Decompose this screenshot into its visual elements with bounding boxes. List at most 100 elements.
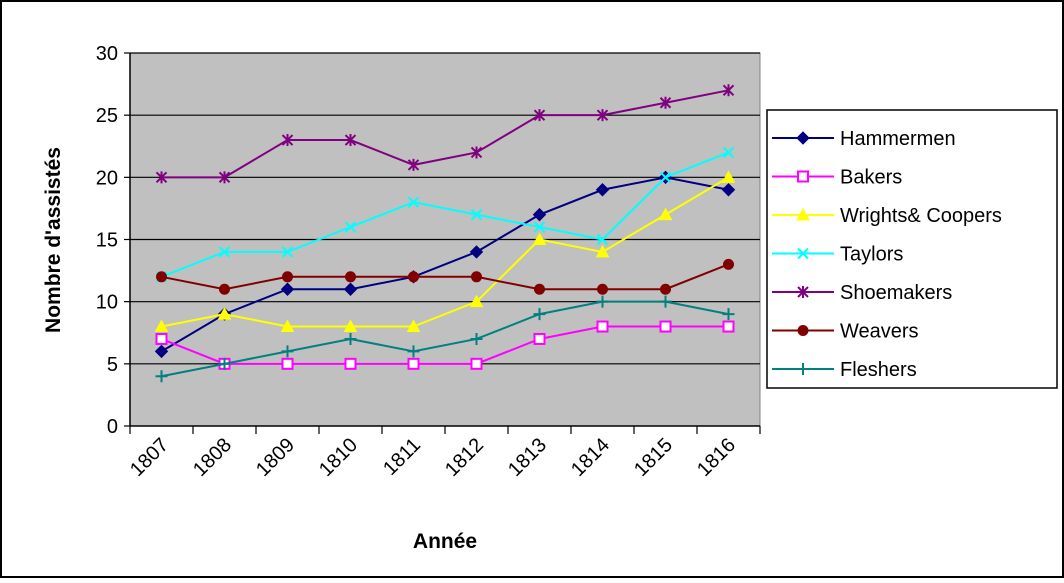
legend-item: Weavers bbox=[772, 321, 919, 343]
legend: Hammermen Bakers Wrights& Coopers Taylors Sh… bbox=[772, 128, 1002, 381]
marker-triangle bbox=[721, 170, 736, 183]
series-line bbox=[161, 89, 729, 179]
marker-diamond bbox=[796, 131, 810, 145]
series-layer bbox=[154, 84, 736, 383]
marker-plus bbox=[797, 363, 809, 375]
legend-item: Fleshers bbox=[772, 359, 917, 381]
series-line bbox=[160, 176, 729, 353]
legend-label: Weavers bbox=[840, 321, 919, 343]
marker-x bbox=[470, 208, 483, 221]
legend-label: Bakers bbox=[840, 167, 902, 189]
marker-plus bbox=[155, 370, 168, 383]
series-line bbox=[161, 325, 729, 365]
y-tick-label: 0 bbox=[107, 416, 118, 438]
marker-asterisk bbox=[218, 171, 231, 184]
marker-triangle bbox=[343, 319, 358, 333]
legend-label: Fleshers bbox=[840, 359, 917, 381]
x-axis-label: Année bbox=[413, 530, 477, 553]
series-fleshers bbox=[155, 295, 735, 383]
marker-triangle bbox=[532, 232, 547, 245]
marker-x bbox=[659, 171, 672, 184]
marker-triangle bbox=[280, 319, 295, 333]
marker-x bbox=[533, 221, 546, 233]
legend-item: Bakers bbox=[772, 167, 902, 189]
marker-square bbox=[407, 357, 420, 370]
marker-x bbox=[596, 233, 609, 246]
marker-plus bbox=[218, 357, 231, 370]
legend-box bbox=[766, 109, 1058, 389]
marker-asterisk bbox=[596, 109, 609, 122]
marker-asterisk bbox=[344, 134, 357, 147]
marker-asterisk bbox=[659, 96, 672, 109]
marker-x bbox=[218, 246, 231, 258]
marker-square bbox=[722, 320, 735, 333]
series-wrights-coopers bbox=[154, 170, 736, 333]
marker-square bbox=[596, 320, 609, 333]
marker-square bbox=[155, 332, 168, 345]
marker-asterisk bbox=[281, 134, 294, 147]
y-tick-label: 30 bbox=[96, 43, 118, 65]
marker-circle bbox=[723, 258, 734, 270]
marker-square bbox=[281, 357, 294, 370]
marker-circle bbox=[282, 271, 293, 283]
marker-plus bbox=[344, 332, 357, 345]
marker-circle bbox=[408, 271, 419, 283]
legend-item: Hammermen bbox=[772, 128, 956, 150]
marker-x bbox=[722, 146, 735, 159]
marker-diamond bbox=[532, 207, 547, 222]
marker-triangle bbox=[469, 294, 484, 308]
y-tick-label: 10 bbox=[96, 292, 118, 314]
series-shoemakers bbox=[155, 84, 735, 184]
marker-triangle bbox=[658, 207, 673, 221]
marker-square bbox=[797, 170, 809, 183]
legend-label: Hammermen bbox=[840, 128, 956, 150]
y-axis-label: Nombre d'assistés bbox=[42, 147, 65, 333]
marker-diamond bbox=[343, 282, 358, 296]
marker-plus bbox=[659, 295, 672, 308]
marker-plus bbox=[722, 308, 735, 321]
legend-item: Shoemakers bbox=[772, 282, 952, 304]
marker-asterisk bbox=[533, 109, 546, 122]
legend-label: Wrights& Coopers bbox=[840, 205, 1002, 227]
marker-diamond bbox=[154, 344, 169, 359]
marker-plus bbox=[470, 332, 483, 345]
marker-circle bbox=[597, 283, 608, 295]
series-line bbox=[161, 151, 729, 278]
y-tick-label: 5 bbox=[107, 354, 118, 376]
legend-label: Shoemakers bbox=[840, 282, 952, 304]
marker-diamond bbox=[469, 245, 484, 259]
marker-triangle bbox=[154, 319, 169, 333]
marker-circle bbox=[345, 271, 356, 283]
marker-x bbox=[281, 246, 294, 258]
marker-triangle bbox=[595, 244, 610, 258]
marker-square bbox=[470, 357, 483, 370]
marker-plus bbox=[533, 308, 546, 321]
marker-asterisk bbox=[155, 171, 168, 184]
legend-item: Wrights& Coopers bbox=[772, 205, 1002, 227]
series-weavers bbox=[156, 258, 734, 295]
series-bakers bbox=[155, 320, 735, 370]
marker-circle bbox=[797, 325, 809, 336]
marker-x bbox=[344, 221, 357, 233]
marker-triangle bbox=[796, 207, 810, 221]
marker-circle bbox=[219, 283, 230, 295]
series-line bbox=[161, 176, 730, 328]
series-line bbox=[161, 263, 729, 291]
marker-plus bbox=[281, 345, 294, 358]
y-tick-label: 15 bbox=[96, 230, 118, 252]
marker-diamond bbox=[721, 183, 736, 197]
marker-plus bbox=[596, 295, 609, 308]
marker-x bbox=[407, 196, 420, 208]
marker-diamond bbox=[595, 183, 610, 197]
y-tick-label: 20 bbox=[96, 167, 118, 189]
marker-square bbox=[659, 320, 672, 333]
y-tick-label: 25 bbox=[96, 105, 118, 127]
marker-square bbox=[533, 332, 546, 345]
marker-plus bbox=[407, 345, 420, 358]
marker-asterisk bbox=[722, 84, 735, 97]
marker-square bbox=[344, 357, 357, 370]
marker-circle bbox=[156, 271, 167, 283]
marker-asterisk bbox=[470, 146, 483, 159]
